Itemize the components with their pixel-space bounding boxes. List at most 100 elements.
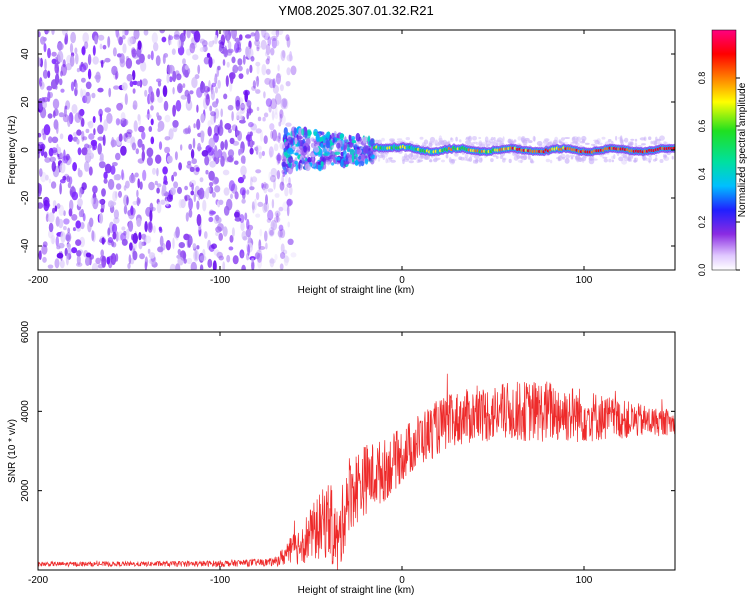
spectrogram-cell	[205, 169, 209, 175]
spectrogram-cell	[177, 256, 184, 266]
spectrogram-cell	[274, 93, 282, 105]
spectrogram-cell	[91, 92, 96, 99]
spectrogram-cell	[76, 138, 80, 145]
spectrogram-cell	[132, 232, 138, 244]
spectrogram-cell	[39, 168, 43, 177]
spectrogram-cell	[211, 191, 216, 198]
spectrogram-cell	[209, 210, 216, 215]
spectrogram-cell	[274, 104, 278, 116]
spectrogram-cell	[141, 143, 145, 152]
spectrogram-cell	[67, 115, 71, 128]
spectrogram-ylabel: Frequency (Hz)	[7, 116, 18, 185]
spectrogram-cell	[287, 221, 291, 228]
spectrogram-cell	[263, 31, 269, 37]
spectrogram-cell	[60, 88, 65, 93]
spectrogram-cell	[168, 128, 174, 140]
spectrogram-cell	[67, 182, 72, 189]
spectrogram-cell	[112, 162, 118, 167]
spectrogram-cell	[46, 201, 49, 207]
spectrogram-cell	[438, 135, 442, 142]
spectrogram-cell	[285, 81, 291, 87]
spectrogram-cell	[276, 170, 281, 180]
spectrogram-cell	[251, 260, 255, 270]
spectrogram-cell	[267, 55, 271, 61]
spectrogram-cell	[38, 132, 42, 138]
spectrogram-cell	[255, 61, 261, 67]
snr-series-line	[38, 373, 675, 570]
spectrogram-cell	[244, 34, 252, 39]
spectrogram-cell	[69, 43, 74, 54]
spectrogram-cell	[250, 32, 256, 37]
spectrogram-cell	[184, 185, 189, 191]
spectrogram-cell	[250, 176, 253, 188]
spectrogram-cell	[428, 159, 433, 163]
spectrogram-cell	[336, 156, 341, 161]
spectrogram-cell	[189, 236, 193, 245]
spectrogram-cell	[177, 38, 181, 49]
spectrogram-cell	[136, 217, 142, 227]
spectrogram-cell	[250, 56, 255, 62]
spectrogram-cell	[264, 183, 269, 190]
spectrogram-cell	[226, 49, 233, 56]
spectrogram-cell	[278, 132, 281, 140]
spectrogram-cell	[79, 236, 85, 248]
spectrogram-cell	[107, 200, 115, 208]
spectrogram-cell	[453, 152, 459, 156]
spectrogram-cell	[42, 101, 47, 109]
spectrogram-cell	[634, 157, 639, 162]
spectrogram-cell	[159, 30, 165, 34]
spectrogram-cell	[85, 128, 90, 134]
spectrogram-cell	[344, 139, 349, 143]
spectrogram-cell	[199, 177, 204, 183]
spectrogram-cell	[208, 182, 214, 187]
snr-xtick-label: 100	[576, 575, 593, 586]
spectrogram-cell	[420, 144, 427, 147]
spectrogram-cell	[304, 163, 311, 172]
spectrogram-cell	[77, 167, 81, 176]
spectrogram-cell	[648, 156, 652, 161]
spectrogram-cell	[156, 187, 160, 194]
spectrogram-cell	[193, 193, 196, 203]
spectrogram-cell	[190, 190, 195, 196]
spectrogram-cell	[277, 64, 280, 72]
spectrogram-cell	[199, 38, 206, 44]
spectrogram-cell	[127, 263, 131, 269]
spectrogram-cell	[186, 236, 190, 248]
spectrogram-cell	[58, 218, 64, 229]
spectrogram-cell	[325, 139, 330, 149]
spectrogram-cell	[125, 136, 132, 144]
spectrogram-cell	[256, 252, 263, 263]
spectrogram-cell	[465, 140, 471, 145]
spectrogram-cell	[75, 220, 81, 229]
colorbar-tick-label: 0.8	[697, 72, 707, 85]
spectrogram-cell	[497, 137, 503, 143]
spectrogram-cell	[38, 143, 42, 154]
spectrogram-cell	[611, 159, 615, 163]
spectrogram-cell	[249, 147, 254, 155]
spectrogram-cell	[207, 258, 213, 268]
spectrogram-cell	[224, 139, 228, 150]
spectrogram-cell	[92, 142, 98, 151]
spectrogram-cell	[217, 223, 224, 232]
spectrogram-cell	[240, 221, 245, 232]
spectrogram-cell	[303, 145, 307, 153]
spectrogram-cell	[77, 109, 83, 120]
spectrogram-cell	[193, 32, 197, 37]
spectrogram-cell	[543, 140, 547, 144]
spectrogram-cell	[157, 115, 162, 121]
spectrogram-cell	[75, 239, 82, 247]
spectrogram-cell	[458, 156, 463, 160]
spectrogram-cell	[212, 176, 219, 185]
spectrogram-cell	[52, 110, 56, 118]
spectrogram-cell	[512, 151, 518, 157]
spectrogram-cell	[126, 196, 129, 206]
spectrogram-cell	[120, 112, 126, 121]
spectrogram-cell	[322, 148, 327, 154]
spectrogram-cell	[64, 36, 68, 45]
spectrogram-cell	[273, 179, 276, 190]
spectrogram-cell	[290, 65, 297, 76]
spectrogram-cell	[254, 252, 260, 260]
spectrogram-cell	[150, 91, 155, 103]
spectrogram-cell	[48, 178, 52, 184]
spectrogram-cell	[122, 118, 129, 126]
